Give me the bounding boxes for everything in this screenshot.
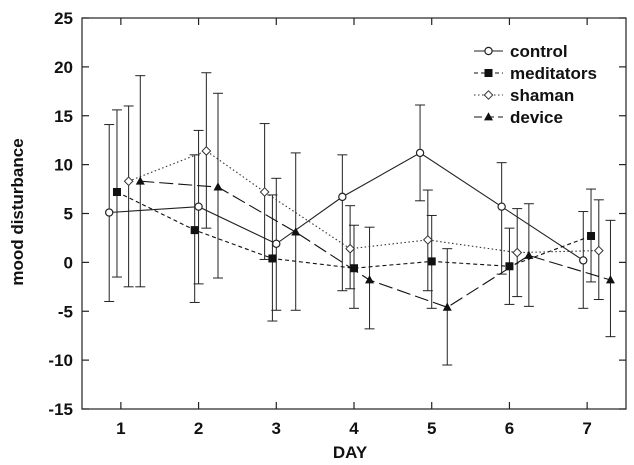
data-point-control <box>194 202 203 211</box>
data-point-device <box>365 275 375 284</box>
series-device <box>135 75 616 366</box>
data-point-device <box>605 275 615 284</box>
series-line-shaman <box>128 150 599 254</box>
y-tick-label: 15 <box>54 107 73 126</box>
legend: control meditators shaman device <box>474 42 597 127</box>
legend-label-control: control <box>510 42 568 61</box>
data-point-control <box>272 239 281 249</box>
x-tick-label: 2 <box>194 419 203 438</box>
series-group <box>104 72 616 366</box>
series-line-control <box>109 152 584 261</box>
y-tick-label: 10 <box>54 156 73 175</box>
data-point-control <box>338 192 347 202</box>
x-tick-label: 6 <box>505 419 514 438</box>
data-point-shaman <box>422 234 433 245</box>
data-point-device <box>442 302 452 311</box>
data-point-meditators <box>505 262 514 271</box>
y-tick-label: 20 <box>54 58 73 77</box>
legend-label-shaman: shaman <box>510 86 574 105</box>
data-point-shaman <box>512 247 523 258</box>
legend-label-device: device <box>510 108 563 127</box>
y-tick-label: -10 <box>48 351 73 370</box>
data-point-shaman <box>259 187 270 197</box>
data-point-meditators <box>587 231 596 240</box>
x-tick-label: 3 <box>272 419 281 438</box>
legend-marker-device <box>484 112 493 121</box>
series-shaman <box>123 72 604 301</box>
x-tick-label: 5 <box>427 419 436 438</box>
y-tick-label: -5 <box>58 302 73 321</box>
x-tick-label: 7 <box>582 419 591 438</box>
data-point-device <box>291 227 301 236</box>
x-axis-title: DAY <box>333 443 368 462</box>
x-tick-label: 4 <box>349 419 359 438</box>
data-point-device <box>135 176 145 185</box>
legend-marker-shaman <box>483 90 494 100</box>
data-point-shaman <box>201 146 212 156</box>
data-point-control <box>579 256 588 265</box>
data-point-shaman <box>593 245 604 256</box>
data-point-meditators <box>350 264 358 273</box>
data-point-device <box>213 182 223 191</box>
data-point-meditators <box>190 226 199 235</box>
y-tick-label: 0 <box>64 253 73 272</box>
axis-ticks: -15 -10 -5 0 5 10 15 20 25 1 2 3 4 5 6 7 <box>48 9 626 438</box>
data-point-shaman <box>345 243 356 254</box>
data-point-shaman <box>123 176 134 187</box>
y-tick-label: 25 <box>54 9 73 28</box>
legend-label-meditators: meditators <box>510 64 597 83</box>
data-point-meditators <box>268 254 277 263</box>
y-tick-label: 5 <box>64 205 73 224</box>
legend-marker-meditators <box>484 69 493 77</box>
data-point-meditators <box>427 257 436 266</box>
data-point-control <box>497 202 506 211</box>
data-point-control <box>415 148 425 158</box>
data-point-device <box>524 250 534 259</box>
series-line-device <box>140 180 611 308</box>
legend-marker-control <box>484 46 493 56</box>
y-axis-title: mood disturbance <box>8 138 27 285</box>
data-point-control <box>104 208 114 217</box>
series-meditators <box>111 109 597 322</box>
data-point-meditators <box>112 187 121 196</box>
x-tick-label: 1 <box>116 419 125 438</box>
series-control <box>104 104 589 311</box>
y-tick-label: -15 <box>48 400 73 419</box>
